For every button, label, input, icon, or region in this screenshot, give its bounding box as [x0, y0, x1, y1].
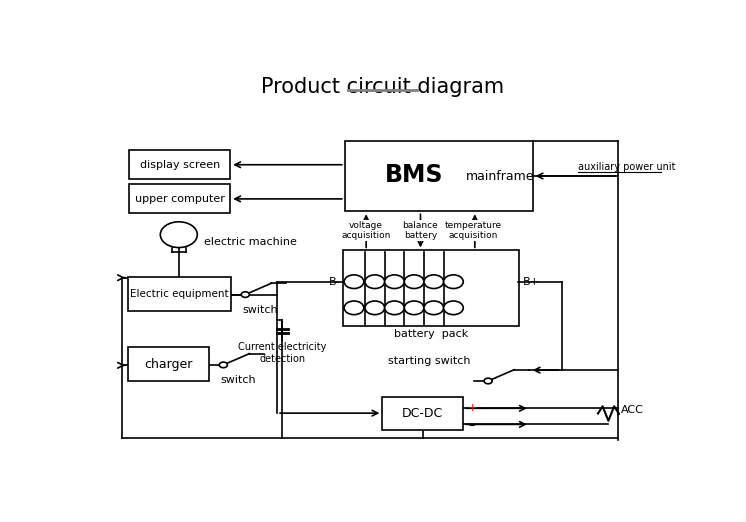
Bar — [128, 277, 231, 311]
Circle shape — [160, 222, 197, 247]
Text: –: – — [468, 419, 474, 432]
Circle shape — [344, 275, 364, 289]
Bar — [129, 184, 231, 213]
Text: display screen: display screen — [140, 160, 220, 170]
Text: switch: switch — [220, 375, 256, 385]
Text: battery  pack: battery pack — [395, 329, 468, 339]
Text: Product circuit diagram: Product circuit diagram — [261, 77, 504, 97]
Circle shape — [385, 301, 404, 315]
Bar — [345, 141, 533, 211]
Text: BMS: BMS — [385, 163, 444, 187]
Bar — [129, 150, 231, 179]
Circle shape — [344, 301, 364, 315]
Circle shape — [404, 275, 424, 289]
Circle shape — [385, 275, 404, 289]
Text: B+: B+ — [523, 277, 540, 287]
Bar — [343, 251, 519, 326]
Text: switch: switch — [242, 305, 278, 315]
Text: B-: B- — [329, 277, 341, 287]
Text: Current electricity
detection: Current electricity detection — [238, 342, 327, 364]
Text: DC-DC: DC-DC — [402, 408, 443, 420]
Circle shape — [219, 362, 228, 367]
Text: temperature
acquisition: temperature acquisition — [445, 221, 502, 240]
Text: Electric equipment: Electric equipment — [130, 289, 229, 299]
Text: electric machine: electric machine — [204, 236, 297, 246]
Text: +: + — [468, 404, 477, 413]
Circle shape — [424, 275, 444, 289]
Circle shape — [424, 301, 444, 315]
Bar — [128, 347, 209, 382]
Circle shape — [241, 292, 249, 298]
Text: starting switch: starting switch — [388, 355, 471, 366]
Circle shape — [444, 301, 463, 315]
Text: mainframe: mainframe — [466, 170, 535, 183]
Text: charger: charger — [144, 358, 192, 371]
Text: upper computer: upper computer — [135, 194, 225, 204]
Circle shape — [404, 301, 424, 315]
Text: voltage
acquisition: voltage acquisition — [342, 221, 391, 240]
Bar — [382, 397, 463, 431]
Circle shape — [484, 378, 492, 384]
Circle shape — [365, 275, 385, 289]
Circle shape — [444, 275, 463, 289]
Circle shape — [365, 301, 385, 315]
Text: ACC: ACC — [621, 405, 644, 414]
Text: auxiliary power unit: auxiliary power unit — [577, 162, 675, 172]
Text: balance
battery: balance battery — [403, 221, 439, 240]
